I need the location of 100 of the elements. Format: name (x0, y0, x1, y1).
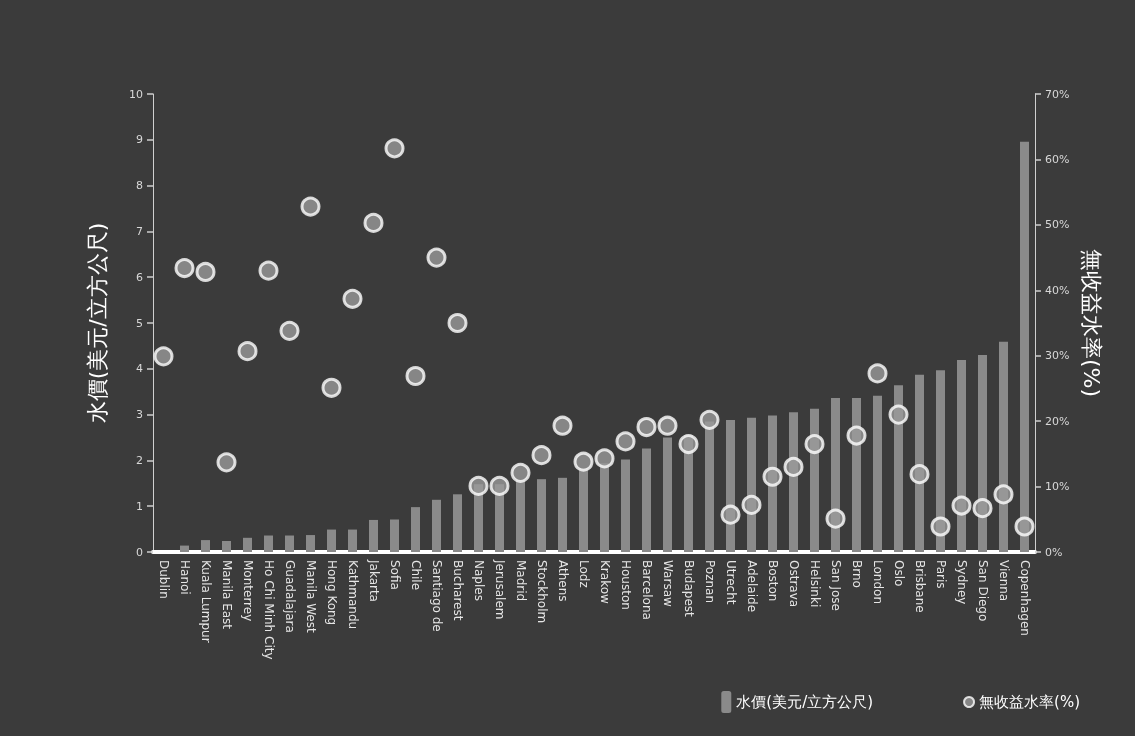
bar (348, 529, 357, 552)
y2-tick-label: 10% (1045, 480, 1070, 494)
x-tick-label: Stockholm (534, 560, 549, 624)
x-tick-label: Krakow (597, 560, 612, 605)
point (846, 425, 867, 446)
point (153, 346, 174, 367)
point (321, 377, 342, 398)
point (951, 495, 972, 516)
x-tick-label: Ho Chi Minh City (261, 560, 276, 660)
bar (453, 494, 462, 552)
y-axis-title: 水價(美元/立方公尺) (84, 222, 110, 424)
bar (432, 499, 441, 552)
x-tick-label: Budapest (681, 560, 696, 618)
x-tick-label: Chile (408, 560, 423, 591)
y-tick-label: 0 (136, 545, 143, 559)
point (426, 247, 447, 268)
y-tick-label: 2 (136, 453, 143, 467)
point (720, 504, 741, 525)
point (510, 462, 531, 483)
point (216, 452, 237, 473)
x-tick-label: Jerusalem (492, 559, 507, 620)
y-tick-label: 7 (136, 224, 143, 238)
point (699, 409, 720, 430)
bar (642, 448, 651, 552)
legend-label: 水價(美元/立方公尺) (736, 693, 874, 711)
bar (201, 540, 210, 552)
x-tick-label: Vienna (996, 560, 1011, 602)
bar (873, 395, 882, 552)
y2-axis-title: 無收益水率(%) (1078, 248, 1104, 398)
x-tick-label: Guadalajara (282, 560, 297, 633)
bar (516, 480, 525, 552)
bar (621, 459, 630, 552)
bar (558, 477, 567, 552)
point (804, 434, 825, 455)
bar (978, 355, 987, 552)
x-tick-label: Boston (765, 560, 780, 602)
point (909, 464, 930, 485)
point (405, 366, 426, 386)
bar (327, 529, 336, 552)
point (657, 415, 678, 436)
point (258, 260, 279, 281)
x-tick-label: Ostrava (786, 560, 801, 608)
x-tick-label: Poznan (702, 560, 717, 604)
point (972, 498, 993, 519)
bar (957, 360, 966, 552)
x-tick-label: Kuala Lumpur (198, 560, 213, 643)
x-tick-label: Lodz (576, 560, 591, 588)
point (489, 475, 510, 496)
point (888, 404, 909, 425)
bar (390, 519, 399, 552)
point (447, 313, 468, 333)
y-tick-label: 8 (136, 179, 143, 193)
x-tick-label: Brno (849, 560, 864, 588)
x-tick-label: Helsinki (807, 560, 822, 608)
bar (537, 479, 546, 552)
bar (1020, 141, 1029, 552)
x-tick-label: Hanoi (177, 560, 192, 595)
point (384, 138, 405, 159)
point (636, 417, 657, 438)
x-tick-label: London (870, 560, 885, 604)
y2-tick-label: 50% (1045, 218, 1070, 232)
point (678, 434, 699, 455)
x-tick-label: Paris (933, 560, 948, 589)
bar (264, 535, 273, 552)
bar (306, 535, 315, 552)
y-tick-label: 3 (136, 408, 143, 422)
point (531, 445, 552, 466)
y2-tick-label: 0% (1045, 545, 1063, 559)
legend-label: 無收益水率(%) (979, 693, 1081, 711)
x-tick-label: Dublin (156, 560, 171, 599)
x-tick-label: Houston (618, 560, 633, 610)
y-tick-label: 5 (136, 316, 143, 330)
point (174, 258, 195, 279)
x-tick-label: Utrecht (723, 560, 738, 605)
point (594, 448, 615, 469)
point (783, 456, 804, 477)
point (279, 320, 300, 341)
point (342, 288, 363, 309)
y2-tick-label: 30% (1045, 349, 1070, 363)
x-tick-label: Barcelona (639, 560, 654, 620)
point (615, 431, 636, 452)
y-tick-label: 1 (136, 499, 143, 513)
y2-tick-label: 40% (1045, 283, 1070, 297)
bar (369, 519, 378, 552)
x-tick-label: Santiago de (429, 560, 444, 632)
x-tick-label: Copenhagen (1017, 560, 1032, 636)
y2-tick-label: 20% (1045, 414, 1070, 428)
y2-tick-label: 60% (1045, 152, 1070, 166)
point (762, 466, 783, 487)
point (468, 475, 489, 496)
bar (663, 437, 672, 552)
bar (222, 541, 231, 552)
point (552, 415, 573, 436)
x-tick-label: Madrid (513, 560, 528, 602)
x-tick-label: Warsaw (660, 560, 675, 607)
y2-tick-label: 70% (1045, 87, 1070, 101)
bar (579, 468, 588, 552)
y-tick-label: 4 (136, 362, 143, 376)
point (1014, 516, 1035, 537)
y-tick-label: 10 (129, 87, 143, 101)
